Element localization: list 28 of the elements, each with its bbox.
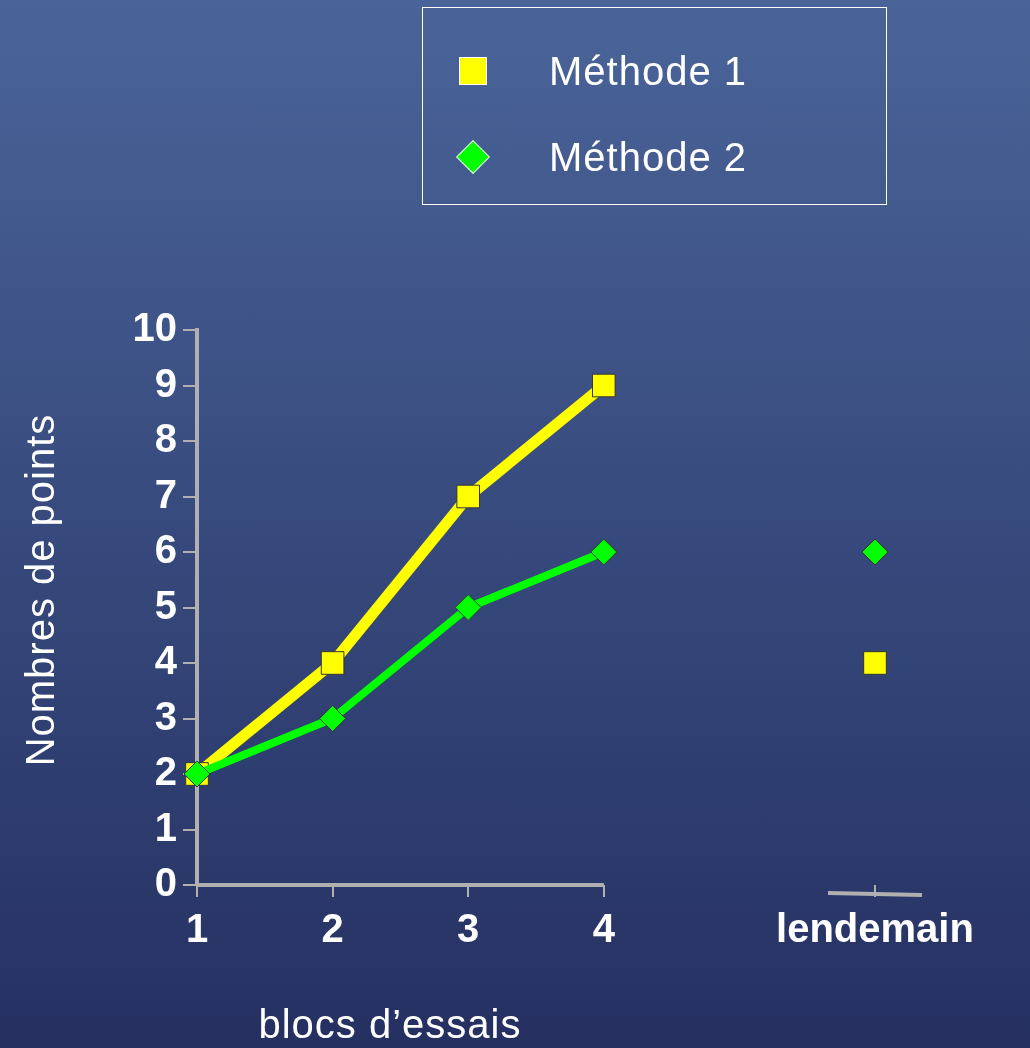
x-axis-title: blocs d’essais bbox=[257, 1002, 523, 1047]
y-tick-label: 3 bbox=[154, 693, 177, 738]
y-tick-label: 2 bbox=[154, 749, 177, 794]
x-tick-label: 2 bbox=[321, 906, 344, 951]
point bbox=[320, 651, 345, 675]
point bbox=[863, 651, 887, 675]
y-axis-title: Nombres de points bbox=[17, 413, 63, 767]
x-tick-label: lendemain bbox=[776, 906, 974, 951]
x-tick-label: 4 bbox=[592, 906, 616, 951]
legend-label: Méthode 2 bbox=[549, 134, 748, 180]
y-tick-label: 5 bbox=[154, 582, 177, 627]
y-tick-label: 9 bbox=[154, 360, 177, 405]
point bbox=[319, 705, 347, 732]
point bbox=[456, 484, 481, 509]
point bbox=[861, 538, 889, 566]
point bbox=[590, 538, 618, 566]
y-tick-label: 8 bbox=[154, 416, 177, 461]
y-tick-label: 0 bbox=[154, 860, 177, 905]
x-tick-label: 3 bbox=[457, 906, 480, 951]
y-tick-label: 6 bbox=[154, 527, 177, 572]
y-tick-label: 1 bbox=[154, 804, 177, 849]
legend-label: Méthode 1 bbox=[549, 48, 748, 94]
x-tick-label: 1 bbox=[185, 906, 209, 951]
y-tick-label: 4 bbox=[154, 638, 178, 683]
point bbox=[591, 373, 616, 398]
point bbox=[454, 594, 482, 621]
y-tick-label: 7 bbox=[154, 471, 177, 516]
y-tick-label: 10 bbox=[132, 305, 177, 350]
